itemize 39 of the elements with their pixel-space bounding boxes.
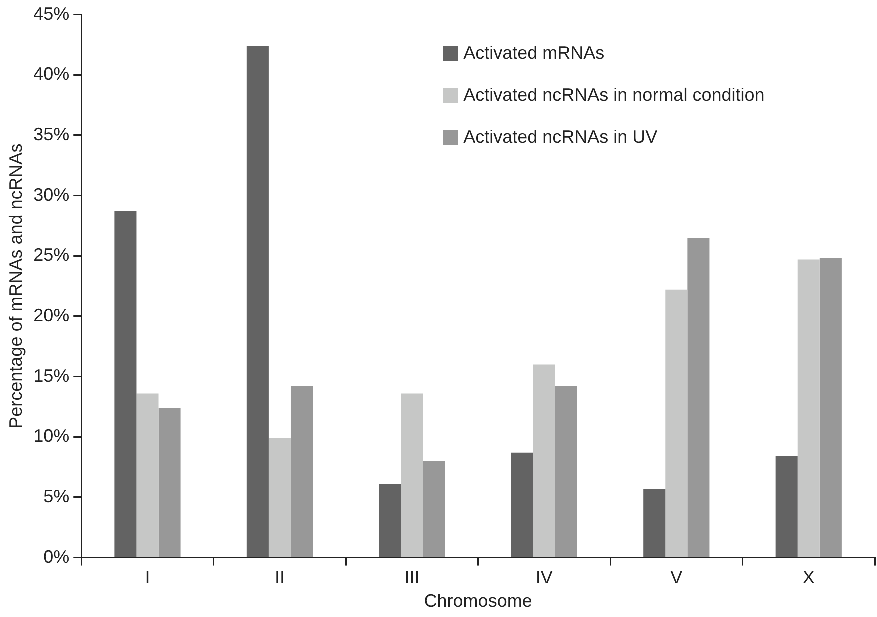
bar	[688, 238, 710, 558]
x-tick-label: I	[145, 568, 150, 588]
y-tick-label: 10%	[34, 426, 70, 446]
legend-label: Activated ncRNAs in UV	[464, 126, 658, 148]
y-tick-label: 15%	[34, 366, 70, 386]
bar	[114, 211, 137, 558]
y-tick-label: 45%	[34, 4, 70, 24]
x-tick-label: III	[404, 568, 420, 588]
bar	[379, 484, 402, 558]
y-tick-label: 35%	[34, 124, 70, 144]
bar	[511, 452, 534, 558]
y-tick-label: 20%	[34, 305, 70, 326]
x-tick-label: II	[274, 568, 285, 588]
bar	[555, 386, 578, 558]
x-axis-title: Chromosome	[424, 591, 532, 612]
bar	[776, 456, 798, 558]
y-tick-label: 0%	[44, 546, 70, 567]
bar	[158, 408, 181, 558]
y-tick-label: 30%	[34, 184, 70, 205]
y-tick-label: 5%	[44, 486, 70, 506]
y-tick-label: 25%	[34, 245, 70, 266]
bar	[820, 258, 842, 558]
bar	[423, 461, 446, 558]
x-tick-label: IV	[536, 568, 553, 588]
legend-label: Activated ncRNAs in normal condition	[464, 84, 765, 106]
bar	[290, 386, 314, 558]
bar	[798, 260, 820, 558]
bar	[666, 290, 688, 558]
y-tick-label: 40%	[34, 64, 70, 84]
bar	[268, 438, 291, 558]
bar	[644, 489, 666, 558]
bar	[246, 46, 269, 558]
bar	[533, 364, 556, 558]
bar	[401, 394, 424, 558]
legend-label: Activated mRNAs	[464, 42, 605, 64]
x-tick-label: X	[802, 568, 815, 588]
x-tick-label: V	[670, 568, 683, 588]
y-axis-title: Percentage of mRNAs and ncRNAs	[6, 144, 26, 429]
bar	[136, 394, 159, 558]
